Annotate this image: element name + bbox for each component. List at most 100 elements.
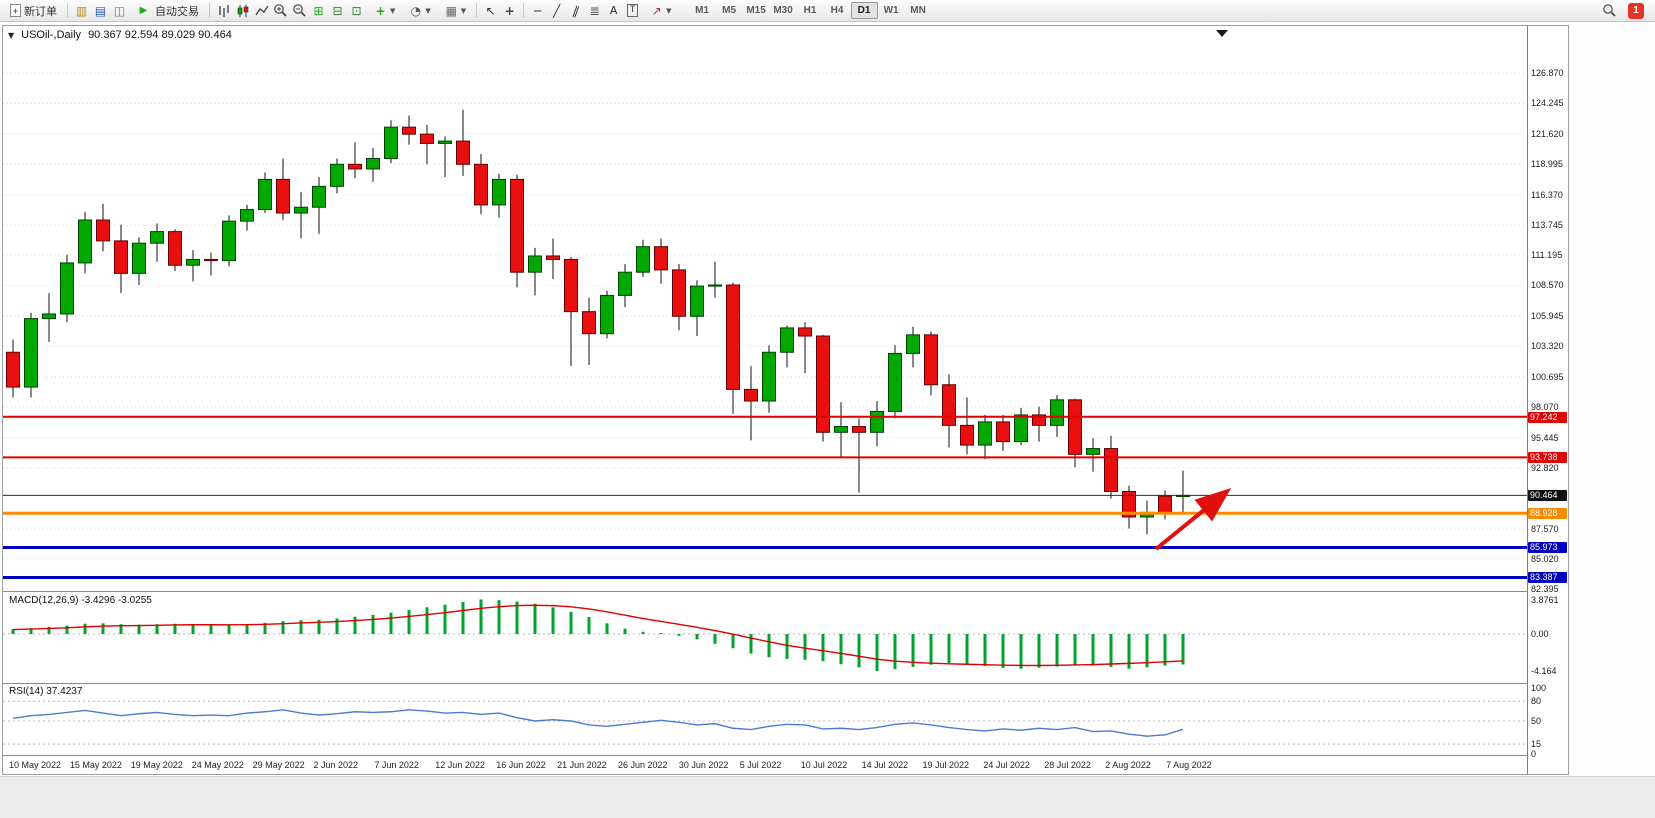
price-tick: 92.820 xyxy=(1531,463,1559,474)
chart-menu-icon[interactable]: ▼ xyxy=(8,30,15,40)
price-tick: 126.870 xyxy=(1531,68,1564,78)
auto-trading-button[interactable]: ▶ 自动交易 xyxy=(130,2,204,20)
toolbar-separator xyxy=(523,3,525,18)
date-label: 30 Jun 2022 xyxy=(678,760,729,770)
candles-layer xyxy=(6,109,1190,535)
toolbar-separator xyxy=(209,3,210,18)
fibonacci-icon[interactable]: ≣ xyxy=(589,3,600,18)
chart-plot[interactable] xyxy=(3,26,1527,776)
candle-down xyxy=(798,327,812,337)
timeframe-M30[interactable]: M30 xyxy=(773,5,793,16)
candle-up xyxy=(690,285,704,317)
timeframe-H1[interactable]: H1 xyxy=(803,5,817,16)
price-scale[interactable]: 126.870 124.245 121.620 118.995 116.370 113.7… xyxy=(1527,26,1568,774)
date-label: 19 May 2022 xyxy=(130,760,183,770)
timeframe-M5[interactable]: M5 xyxy=(722,5,737,16)
new-order-label: 新订单 xyxy=(24,5,57,18)
price-tick: 116.370 xyxy=(1531,189,1563,200)
price-tick: 108.570 xyxy=(1531,280,1564,291)
new-order-icon: + xyxy=(10,4,21,17)
candle-up xyxy=(294,206,308,214)
candle-up xyxy=(78,219,92,264)
tile-windows-icon[interactable]: ⊞ xyxy=(313,3,324,18)
date-label: 24 Jul 2022 xyxy=(983,760,1030,770)
search-icon[interactable] xyxy=(1601,2,1618,19)
candle-down xyxy=(456,140,470,165)
template-button[interactable]: ▦ ▼ xyxy=(438,2,471,20)
crosshair-icon[interactable]: + xyxy=(504,3,515,18)
zoom-in-icon[interactable] xyxy=(272,2,289,19)
market-watch-icon[interactable]: ▥ xyxy=(75,3,88,18)
new-order-button[interactable]: + 新订单 xyxy=(5,2,62,20)
notification-badge[interactable]: 1 xyxy=(1628,2,1644,19)
line-chart-icon[interactable] xyxy=(253,2,270,19)
trend-arrow[interactable] xyxy=(1154,487,1232,551)
candle-down xyxy=(672,269,686,317)
window-layout-icon[interactable]: ⊟ xyxy=(332,3,343,18)
candle-down xyxy=(546,255,560,260)
chart-shift-marker[interactable] xyxy=(1216,30,1228,37)
clock-icon: ◔ xyxy=(410,3,422,18)
channel-icon[interactable]: ∥ xyxy=(570,2,581,19)
price-tick: 85.020 xyxy=(1531,553,1559,564)
candle-up xyxy=(258,178,272,211)
price-marker: 88.928 xyxy=(1528,508,1567,520)
date-label: 21 Jun 2022 xyxy=(557,760,607,770)
bar-chart-icon[interactable] xyxy=(215,2,232,19)
period-button[interactable]: ◔ ▼ xyxy=(402,2,435,20)
candle-up xyxy=(492,178,506,206)
date-label: 24 May 2022 xyxy=(191,760,244,770)
label-icon[interactable]: T xyxy=(624,2,641,19)
candle-down xyxy=(726,284,740,390)
chart-ohlc-values: 90.367 92.594 89.029 90.464 xyxy=(88,29,232,41)
price-tick: 118.995 xyxy=(1531,159,1563,170)
candle-down xyxy=(96,219,110,242)
navigator-icon[interactable]: ◫ xyxy=(113,3,126,18)
date-label: 10 Jul 2022 xyxy=(800,760,848,770)
candlestick-chart-icon[interactable] xyxy=(234,2,251,19)
text-icon[interactable]: A xyxy=(609,4,618,17)
date-axis[interactable]: 10 May 2022 15 May 2022 19 May 2022 24 May … xyxy=(3,757,1527,774)
date-label: 19 Jul 2022 xyxy=(922,760,970,770)
date-label: 28 Jul 2022 xyxy=(1044,760,1091,770)
trendline-icon[interactable]: ╱ xyxy=(553,3,561,18)
arrow-tool-button[interactable]: ↗ ▼ xyxy=(643,2,676,20)
timeframe-M1[interactable]: M1 xyxy=(695,5,710,16)
horizontal-line-icon[interactable]: ─ xyxy=(534,3,542,18)
candle-up xyxy=(780,327,794,353)
price-tick: 100.695 xyxy=(1531,371,1564,382)
date-label: 7 Jun 2022 xyxy=(374,760,419,770)
candle-up xyxy=(24,318,38,388)
date-label: 16 Jun 2022 xyxy=(496,760,546,770)
timeframe-D1[interactable]: D1 xyxy=(850,2,878,19)
timeframe-M15[interactable]: M15 xyxy=(746,5,766,16)
timeframe-H4[interactable]: H4 xyxy=(830,5,844,16)
price-marker: 83.387 xyxy=(1528,572,1567,584)
add-indicator-button[interactable]: + ▼ xyxy=(367,2,400,20)
candle-down xyxy=(1068,399,1082,455)
date-label: 26 Jun 2022 xyxy=(618,760,668,770)
data-window-icon[interactable]: ▤ xyxy=(94,3,107,18)
timeframe-group: M1 M5 M15 M30 H1 H4 D1 W1 MN xyxy=(689,2,932,19)
zoom-out-icon[interactable] xyxy=(291,2,308,19)
candle-down xyxy=(402,126,416,135)
cursor-icon[interactable]: ↖ xyxy=(485,3,496,18)
timeframe-W1[interactable]: W1 xyxy=(883,5,899,16)
macd-scale-tick: 3.8761 xyxy=(1531,594,1559,605)
macd-scale-tick: 0.00 xyxy=(1531,629,1549,639)
candle-up xyxy=(240,209,254,222)
chart-template-icon[interactable]: ⊡ xyxy=(351,3,362,18)
candle-up xyxy=(132,242,146,274)
candle-down xyxy=(816,335,830,433)
candle-up xyxy=(600,294,614,335)
dropdown-arrow-icon: ▼ xyxy=(425,6,431,15)
price-tick: 124.245 xyxy=(1531,98,1564,109)
dropdown-arrow-icon: ▼ xyxy=(666,6,672,15)
date-label: 7 Aug 2022 xyxy=(1166,760,1212,770)
candle-up xyxy=(222,220,236,262)
candle-up xyxy=(618,271,632,296)
candle-up xyxy=(636,246,650,273)
candle-up xyxy=(762,351,776,402)
timeframe-MN[interactable]: MN xyxy=(910,5,926,16)
candle-up xyxy=(834,426,848,433)
